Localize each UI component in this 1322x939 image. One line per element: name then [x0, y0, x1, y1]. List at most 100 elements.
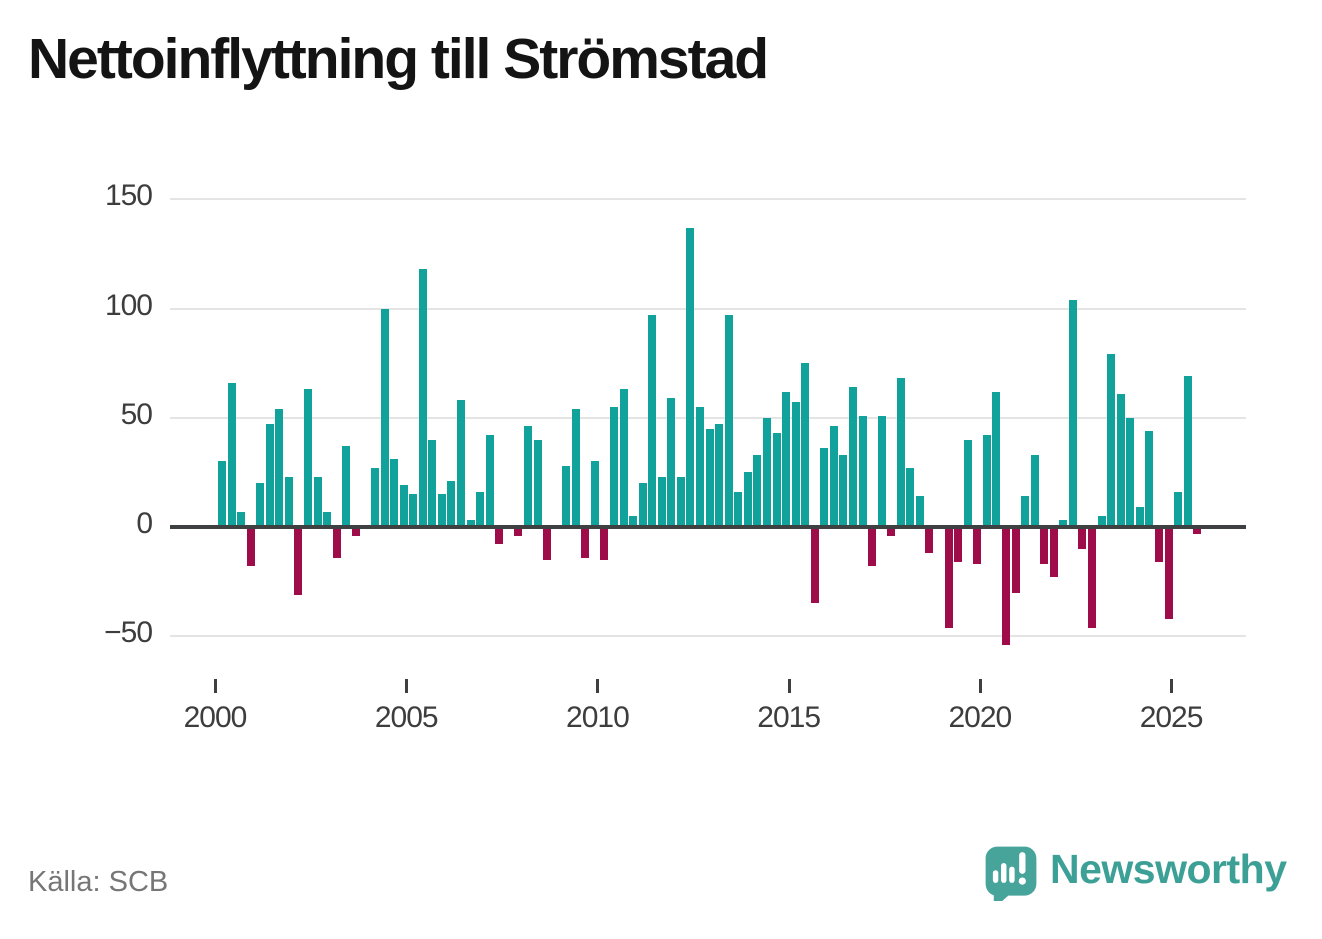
bar-2018Q2 — [915, 496, 924, 527]
bar-2017Q4 — [896, 378, 905, 527]
bar-2015Q4 — [820, 448, 829, 527]
bar-2004Q2 — [380, 308, 389, 527]
bar-2006Q1 — [447, 481, 456, 527]
bar-2020Q1 — [982, 435, 991, 527]
y-axis-label-100: 100 — [104, 288, 153, 322]
bar-2010Q4 — [629, 516, 638, 527]
x-axis-label-2025: 2025 — [1139, 701, 1204, 734]
bar-2019Q1 — [944, 527, 953, 628]
bar-2004Q3 — [390, 459, 399, 527]
bar-2001Q2 — [265, 424, 274, 527]
gridline-150 — [170, 198, 1246, 201]
bar-2021Q1 — [1021, 496, 1030, 527]
bar-2020Q2 — [992, 391, 1001, 527]
bar-2014Q2 — [762, 417, 771, 527]
bar-2013Q2 — [724, 315, 733, 527]
bar-2002Q3 — [313, 476, 322, 527]
bar-2002Q1 — [294, 527, 303, 595]
bar-2007Q2 — [495, 527, 504, 545]
bar-2004Q1 — [370, 468, 379, 527]
y-axis-label-0: 0 — [136, 507, 153, 540]
bar-2017Q1 — [868, 527, 877, 567]
y-axis-label--50: −50 — [104, 616, 153, 650]
bar-2010Q2 — [609, 406, 618, 527]
bar-2000Q1 — [218, 461, 226, 527]
bar-2009Q4 — [590, 461, 599, 527]
chart-title: Nettoinflyttning till Strömstad — [28, 27, 769, 91]
bar-2021Q4 — [1049, 527, 1058, 578]
bar-2000Q2 — [227, 382, 236, 527]
bar-2002Q2 — [304, 389, 313, 527]
bar-2005Q2 — [418, 269, 427, 527]
bar-2016Q3 — [849, 387, 857, 527]
bar-2003Q3 — [351, 527, 360, 536]
bar-2024Q1 — [1135, 507, 1144, 527]
bar-2022Q2 — [1068, 299, 1077, 527]
bar-2022Q4 — [1088, 527, 1097, 628]
bar-2014Q3 — [772, 433, 781, 527]
bar-2022Q1 — [1059, 520, 1068, 527]
bar-2012Q2 — [686, 227, 695, 527]
x-axis-label-2005: 2005 — [374, 701, 439, 734]
bar-2023Q2 — [1107, 354, 1116, 527]
bar-2009Q3 — [581, 527, 590, 558]
bar-2021Q2 — [1030, 454, 1039, 527]
bar-2001Q3 — [275, 409, 284, 527]
y-axis-label-50: 50 — [120, 397, 153, 431]
bar-2025Q2 — [1183, 376, 1192, 527]
x-axis-zero-line — [170, 525, 1246, 529]
bar-2016Q2 — [839, 454, 848, 527]
bar-2013Q1 — [715, 424, 724, 527]
x-axis-label-2000: 2000 — [183, 701, 248, 734]
bar-2004Q4 — [399, 485, 408, 527]
bar-2014Q4 — [782, 391, 791, 527]
bar-2020Q4 — [1011, 527, 1020, 593]
x-tick-2020 — [978, 679, 982, 693]
x-tick-2025 — [1170, 679, 1174, 693]
bar-2000Q4 — [246, 527, 255, 567]
bar-2003Q1 — [332, 527, 341, 558]
bar-2016Q1 — [829, 426, 838, 527]
bar-2023Q4 — [1126, 417, 1135, 527]
bar-2023Q1 — [1097, 516, 1106, 527]
bar-2011Q2 — [648, 315, 657, 527]
bar-2005Q3 — [428, 439, 437, 527]
bar-2025Q3 — [1193, 527, 1202, 534]
bar-2008Q2 — [533, 439, 542, 527]
bar-2012Q4 — [705, 428, 714, 527]
bar-2010Q1 — [600, 527, 609, 560]
x-tick-2005 — [405, 679, 409, 693]
bar-2003Q2 — [342, 446, 351, 527]
bar-2010Q3 — [619, 389, 628, 527]
bar-2015Q3 — [810, 527, 819, 604]
bar-2019Q2 — [954, 527, 963, 562]
x-tick-2015 — [787, 679, 791, 693]
bar-2016Q4 — [858, 415, 867, 527]
y-axis-label-150: 150 — [104, 179, 153, 213]
x-axis-label-2010: 2010 — [566, 701, 630, 734]
bar-2006Q4 — [476, 492, 485, 527]
newsworthy-wordmark: Newsworthy — [1050, 845, 1287, 892]
bar-2018Q1 — [906, 468, 915, 527]
bar-2019Q3 — [963, 439, 972, 527]
bar-2022Q3 — [1078, 527, 1087, 549]
bar-2012Q1 — [676, 476, 685, 527]
bar-2024Q4 — [1164, 527, 1173, 619]
bar-2014Q1 — [753, 454, 762, 527]
bar-2013Q4 — [743, 472, 752, 527]
x-tick-2000 — [214, 679, 217, 693]
x-axis-label-2015: 2015 — [757, 701, 821, 734]
bar-2001Q1 — [256, 483, 265, 527]
bar-2024Q2 — [1145, 430, 1154, 527]
bar-2017Q2 — [877, 415, 886, 527]
bar-2024Q3 — [1154, 527, 1163, 562]
bar-2006Q3 — [466, 520, 475, 527]
bar-2017Q3 — [887, 527, 896, 536]
bar-2018Q3 — [925, 527, 934, 554]
gridline-50 — [170, 416, 1246, 419]
bar-2000Q3 — [237, 511, 246, 527]
x-axis-label-2020: 2020 — [948, 701, 1012, 734]
newsworthy-logo: Newsworthy — [982, 843, 1287, 901]
bar-2015Q2 — [801, 363, 810, 527]
